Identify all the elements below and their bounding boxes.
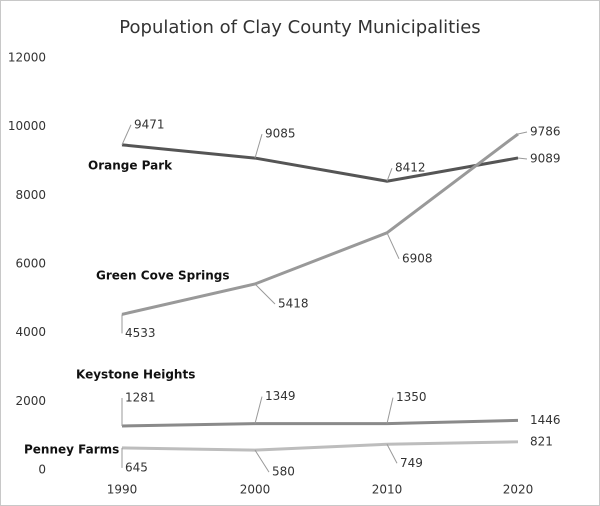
- x-tick-label: 1990: [107, 483, 138, 497]
- series-label: Orange Park: [88, 159, 173, 173]
- label-leader: [386, 444, 398, 464]
- label-leader: [254, 133, 263, 159]
- x-tick-label: 2000: [240, 483, 271, 497]
- chart-title: Population of Clay County Municipalities: [119, 17, 480, 38]
- data-label: 749: [400, 456, 423, 470]
- series-label: Keystone Heights: [76, 368, 195, 382]
- series-line: [121, 440, 519, 452]
- series-label: Penney Farms: [24, 443, 119, 457]
- label-leader: [517, 157, 528, 160]
- label-leader: [386, 397, 394, 424]
- data-label: 1446: [530, 413, 561, 427]
- data-label: 9471: [134, 117, 165, 131]
- data-label: 645: [125, 460, 148, 474]
- label-leader: [254, 396, 263, 424]
- label-leader: [386, 168, 393, 182]
- x-tick-label: 2020: [503, 483, 534, 497]
- y-tick-label: 12000: [8, 51, 46, 65]
- data-label: 1281: [125, 391, 156, 405]
- label-leader: [386, 232, 400, 260]
- label-leader: [254, 449, 270, 473]
- data-label: 4533: [125, 326, 156, 340]
- data-label: 6908: [402, 251, 433, 265]
- data-label: 1349: [265, 389, 296, 403]
- data-label: 9089: [530, 151, 561, 165]
- series-line: [121, 132, 519, 316]
- label-leader: [121, 124, 132, 146]
- y-tick-label: 0: [38, 463, 46, 477]
- y-tick-label: 6000: [15, 257, 46, 271]
- data-label: 1350: [396, 390, 427, 404]
- y-tick-label: 10000: [8, 119, 46, 133]
- x-tick-label: 2010: [372, 483, 403, 497]
- label-leader: [517, 131, 528, 135]
- data-label: 8412: [395, 161, 426, 175]
- y-tick-label: 8000: [15, 188, 46, 202]
- data-label: 5418: [278, 296, 309, 310]
- data-label: 580: [272, 465, 295, 479]
- series-line: [121, 143, 519, 183]
- data-label: 821: [530, 434, 553, 448]
- series-label: Green Cove Springs: [96, 269, 230, 283]
- label-leader: [254, 283, 276, 305]
- data-label: 9786: [530, 125, 561, 139]
- y-tick-label: 4000: [15, 325, 46, 339]
- series-line: [121, 418, 519, 428]
- data-label: 9085: [265, 127, 296, 141]
- y-tick-label: 2000: [15, 394, 46, 408]
